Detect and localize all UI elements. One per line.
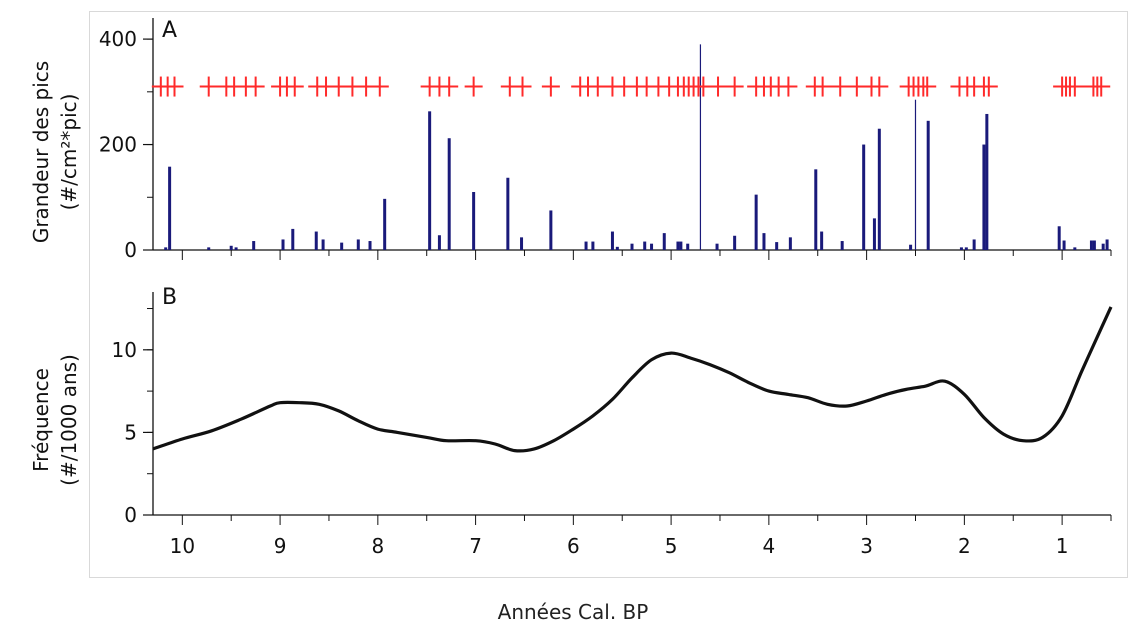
peak-bar [1062,240,1066,250]
panel-a-y-tick-label: 200 [99,133,137,157]
peak-bar [1105,239,1109,250]
peak-bar [1089,240,1093,250]
peak-bar [872,218,876,250]
panel-b-y-tick-label: 0 [124,503,137,527]
panel-b-x-tick-label: 4 [762,534,775,558]
peak-bar [383,198,387,250]
peak-bar [1057,226,1061,250]
peak-bar [281,239,285,250]
panel-b-y-tick-label: 5 [124,420,137,444]
peak-bar [909,244,913,250]
panel-a-markers [151,76,1111,97]
panel-a-ylabel-line2: (#/cm²*pic) [57,94,81,211]
panel-b-letter: B [162,285,177,310]
peak-bar [1073,247,1077,250]
peak-bar [762,233,766,250]
peak-bar [234,247,238,250]
panel-b-x-tick-label: 6 [567,534,580,558]
peak-bar [964,247,968,250]
panel-b-x-tick-label: 1 [1056,534,1069,558]
panel-a: A Grandeur des pics (#/cm²*pic) 0 200 400 [29,18,1112,262]
peak-bar [610,231,614,250]
peak-bar [520,237,524,250]
panel-b-ylabel-line2: (#/1000 ans) [57,354,81,486]
peak-bar [699,44,702,251]
peak-bar [643,241,647,250]
peak-bar [926,120,930,251]
peak-bar [340,242,344,250]
panel-b-x-tick-label: 8 [371,534,384,558]
peak-bar [164,247,168,250]
peak-bar [549,210,553,250]
panel-b-x-tick-label: 10 [170,534,195,558]
panel-a-y-tick-label: 400 [99,27,137,51]
peak-bar [506,177,510,250]
peak-bar [314,231,318,250]
peak-bar [840,241,844,250]
peak-bar [820,231,824,250]
peak-bar [428,111,432,250]
panel-b-axes: 0 5 10 10 9 8 7 6 5 4 3 2 1 [112,292,1112,558]
peak-bar [679,241,683,250]
panel-b-x-tick-label: 2 [958,534,971,558]
peak-bar [472,192,476,250]
panel-b-line [152,306,1113,453]
peak-bar [252,241,256,250]
panel-b-x-tick-label: 7 [469,534,482,558]
peak-bar [877,128,881,250]
peak-bar [591,241,595,250]
panel-a-letter: A [162,18,177,43]
peak-bar [862,144,866,250]
peak-bar [229,245,233,250]
chart-frame [89,11,1128,578]
peak-bar [356,239,360,250]
peak-bar [207,247,211,250]
peak-bar [368,241,372,250]
panel-a-axes: 0 200 400 [99,18,1112,262]
panel-b-ylabel-line1: Fréquence [29,368,53,472]
panel-b: B Fréquence (#/1000 ans) 0 5 10 10 9 8 7 6 5 4 3 2 1 [29,285,1113,558]
peak-bar [584,241,588,250]
peak-bar [733,235,737,250]
panel-a-y-tick-label: 0 [124,238,137,262]
peak-bar [982,144,986,250]
peak-bar [437,235,441,250]
panel-b-x-tick-label: 5 [665,534,678,558]
panel-b-x-tick-label: 9 [274,534,287,558]
peak-bar [959,247,963,250]
panel-b-y-tick-label: 10 [112,338,137,362]
peak-bar [650,243,654,250]
peak-bar [168,166,172,250]
panel-a-ylabel-line1: Grandeur des pics [29,61,53,243]
x-axis-label: Années Cal. BP [497,600,649,624]
peak-bar [1101,243,1105,250]
peak-bar [662,233,666,250]
figure-svg: A Grandeur des pics (#/cm²*pic) 0200400 … [29,18,1113,558]
peak-bar [754,194,758,250]
peak-bar [291,228,295,250]
peak-bar [447,138,451,250]
peak-bar [1092,240,1096,250]
panel-b-x-tick-label: 3 [860,534,873,558]
peak-bar [686,243,690,250]
peak-bar [630,243,634,250]
peak-bar [775,242,779,250]
peak-bar [972,239,976,250]
peak-bar [985,113,989,250]
peak-bar [814,169,818,250]
peak-bar [788,237,792,250]
peak-bar [321,239,325,250]
peak-bar [914,99,917,251]
frequency-curve [152,306,1113,453]
peak-bar [715,243,719,250]
peak-bar [676,241,680,250]
panel-a-bars [164,44,1109,251]
peak-bar [615,246,619,250]
